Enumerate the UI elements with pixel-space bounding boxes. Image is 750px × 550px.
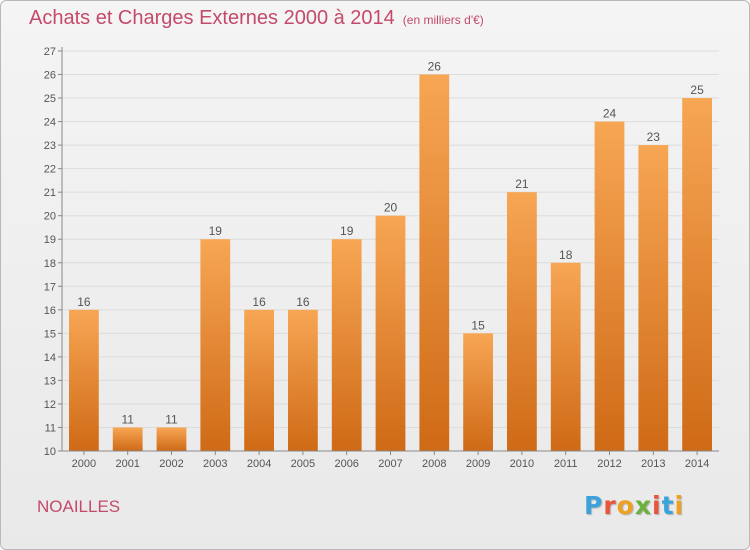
- x-tick-label: 2004: [247, 458, 271, 470]
- y-tick-label: 14: [44, 352, 56, 364]
- bar: [69, 309, 99, 451]
- bar-value-label: 19: [340, 224, 354, 238]
- logo-letter: r: [603, 491, 617, 520]
- title-text: Achats et Charges Externes 2000 à 2014: [29, 7, 395, 29]
- bar-value-label: 15: [471, 318, 485, 332]
- y-tick-label: 21: [44, 187, 56, 199]
- x-tick-label: 2003: [203, 458, 227, 470]
- bar-value-label: 11: [165, 412, 178, 426]
- y-tick-label: 12: [44, 399, 56, 411]
- bar: [550, 262, 581, 451]
- bar-value-label: 20: [384, 201, 398, 215]
- bar: [682, 98, 712, 451]
- y-tick-label: 20: [44, 211, 56, 223]
- axes: 10 11 12 13 14 15 16 17 18 19 20 21 22 23 24 25 26 27 2000…: [44, 46, 719, 470]
- y-tick-label: 16: [44, 305, 56, 317]
- x-tick-label: 2007: [378, 458, 402, 470]
- bar-value-label: 16: [296, 295, 310, 309]
- y-tick-label: 27: [44, 46, 56, 58]
- y-tick-label: 23: [44, 140, 56, 152]
- bar-value-label: 23: [647, 130, 661, 144]
- bar-value-label: 11: [121, 412, 134, 426]
- y-tick-label: 26: [44, 70, 56, 82]
- y-tick-label: 17: [44, 281, 56, 293]
- y-tick-label: 19: [44, 234, 56, 246]
- x-tick-label: 2014: [685, 458, 709, 470]
- bar-value-label: 24: [603, 107, 617, 121]
- chart-title: Achats et Charges Externes 2000 à 2014 (e…: [29, 7, 484, 30]
- x-tick-label: 2013: [641, 458, 665, 470]
- x-tick-label: 2012: [597, 458, 621, 470]
- x-tick-label: 2010: [510, 458, 534, 470]
- bar: [288, 309, 318, 451]
- x-tick-label: 2001: [115, 458, 139, 470]
- bar: [112, 427, 143, 451]
- y-tick-label: 13: [44, 375, 56, 387]
- y-tick-label: 25: [44, 93, 56, 105]
- bar: [594, 121, 625, 452]
- y-tick-label: 22: [44, 164, 56, 176]
- x-tick-label: 2006: [334, 458, 358, 470]
- bar-value-label: 16: [77, 295, 91, 309]
- bar: [463, 333, 493, 451]
- y-tick-label: 18: [44, 258, 56, 270]
- bar: [507, 192, 537, 452]
- bar-value-label: 18: [559, 248, 573, 262]
- bar-value-label: 21: [515, 177, 529, 191]
- bar-value-label: 19: [209, 224, 223, 238]
- bar-value-label: 16: [252, 295, 266, 309]
- logo-letter: t: [661, 491, 675, 520]
- x-tick-label: 2008: [422, 458, 446, 470]
- x-tick-label: 2011: [554, 458, 578, 470]
- y-tick-label: 24: [44, 117, 56, 129]
- y-tick-label: 15: [44, 328, 56, 340]
- x-tick-label: 2005: [291, 458, 315, 470]
- bar-value-label: 26: [428, 60, 442, 74]
- bar: [638, 145, 669, 451]
- logo-letter: i: [674, 491, 685, 520]
- x-tick-label: 2002: [159, 458, 183, 470]
- commune-name: NOAILLES: [37, 497, 121, 516]
- logo-letter: i: [652, 491, 662, 520]
- bar: [244, 309, 274, 451]
- proxiti-logo: Proxiti: [584, 491, 684, 520]
- bar: [200, 239, 231, 451]
- logo-letter: P: [584, 491, 604, 520]
- x-tick-label: 2009: [466, 458, 490, 470]
- bar-value-label: 25: [690, 83, 704, 97]
- bar: [156, 427, 187, 451]
- bar: [331, 239, 362, 451]
- title-unit: (en milliers d'€): [402, 13, 484, 27]
- logo-letter: o: [616, 491, 635, 520]
- bars: 16 11 11 19 16 16 19 20 26 15 21 18 24 23 25: [69, 60, 712, 452]
- bar: [375, 215, 406, 451]
- y-tick-label: 10: [44, 446, 56, 458]
- bar: [419, 74, 450, 451]
- x-tick-label: 2000: [72, 458, 96, 470]
- logo-letter: x: [634, 491, 652, 520]
- y-tick-label: 11: [45, 422, 56, 434]
